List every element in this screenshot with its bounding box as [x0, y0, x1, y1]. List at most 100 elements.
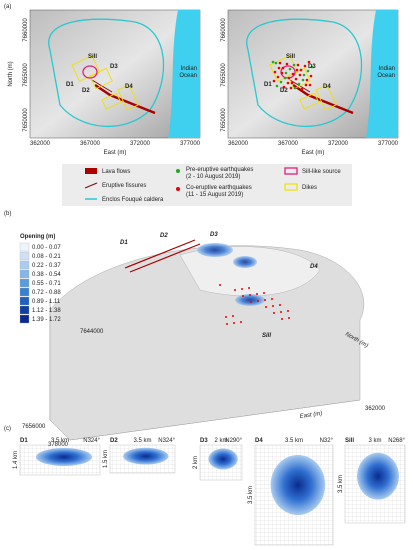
earthquake — [295, 68, 299, 72]
opening-distribution — [36, 448, 92, 466]
earthquake-3d — [249, 294, 251, 296]
ocean-label: Indian — [379, 66, 395, 72]
legend-box — [62, 164, 352, 206]
y-tick-label: 7650000 — [23, 108, 29, 132]
earthquake — [301, 78, 305, 82]
x-tick-label: 377000 — [180, 141, 201, 147]
dike — [117, 84, 139, 111]
legend-pre-eq — [176, 169, 180, 173]
opening-distribution — [208, 448, 238, 470]
legend-lava — [85, 168, 97, 174]
earthquake — [302, 73, 306, 77]
strike-label: N268° — [388, 438, 405, 444]
earthquake-3d — [257, 300, 259, 302]
earthquake — [290, 81, 294, 85]
earthquake — [289, 86, 293, 90]
y-axis-label: North (m) — [8, 61, 14, 86]
dike — [299, 92, 320, 110]
x-axis-label: East (m) — [302, 150, 325, 156]
y-tick-label: 7660000 — [23, 18, 29, 42]
earthquake-3d — [225, 316, 227, 318]
corner-label: 7656000 — [22, 424, 46, 430]
earthquake — [307, 60, 311, 64]
strike-label: N324° — [158, 438, 175, 444]
earthquake — [284, 71, 288, 75]
width-label: 3.5 km — [248, 486, 254, 504]
earthquake — [283, 76, 287, 80]
legend-dikes — [284, 183, 298, 191]
map-label: Sill — [286, 54, 295, 60]
dike — [315, 84, 337, 111]
length-label: 3 km — [368, 438, 381, 444]
map-label: D1 — [66, 82, 74, 88]
x-tick-label: 377000 — [378, 141, 399, 147]
opening-patch — [197, 243, 233, 257]
strike-label: N290° — [225, 438, 242, 444]
label: (2 - 10 August 2019) — [186, 174, 240, 180]
legend-swatch — [19, 269, 30, 279]
earthquake-3d — [288, 317, 290, 319]
earthquake — [287, 76, 291, 80]
dike-label: D1 — [120, 240, 128, 246]
panel-name: D1 — [20, 438, 28, 444]
earthquake — [298, 73, 302, 77]
earthquake — [279, 80, 283, 84]
opening-distribution — [123, 447, 169, 465]
earthquake-3d — [263, 292, 265, 294]
strike-label: N324° — [83, 438, 100, 444]
caldera — [48, 18, 165, 128]
corner-label: 7644000 — [80, 329, 104, 335]
ocean — [366, 10, 398, 138]
earthquake-3d — [280, 311, 282, 313]
earthquake-3d — [271, 298, 273, 300]
legend-swatch — [19, 305, 30, 315]
panel-name: D4 — [255, 438, 263, 444]
map-label: D4 — [125, 84, 133, 90]
earthquake-3d — [219, 284, 221, 286]
length-label: 2 km — [214, 438, 227, 444]
earthquake — [292, 63, 296, 67]
axis-label: East (m) — [299, 411, 322, 420]
legend-range: 0.72 - 0.88 — [32, 290, 61, 296]
earthquake — [274, 61, 278, 65]
y-tick-label: 7655000 — [23, 63, 29, 87]
strike-label: N32° — [320, 438, 334, 444]
legend-range: 0.00 - 0.07 — [32, 245, 61, 251]
earthquake-3d — [248, 287, 250, 289]
label: (a) — [4, 4, 11, 10]
legend-fissure — [84, 182, 98, 189]
map-label: D1 — [264, 82, 272, 88]
sill-label: Sill — [262, 333, 271, 339]
x-tick-label: 372000 — [328, 141, 349, 147]
earthquake — [293, 86, 297, 90]
legend-swatch — [19, 242, 30, 252]
y-tick-label: 7660000 — [221, 18, 227, 42]
label: (11 - 15 August 2019) — [186, 192, 243, 198]
y-tick-label: 7650000 — [221, 108, 227, 132]
opening-patch — [235, 294, 265, 306]
earthquake — [306, 69, 310, 73]
earthquake — [278, 61, 282, 65]
map-label: Sill — [88, 54, 97, 60]
opening-distribution — [357, 452, 399, 500]
earthquake — [309, 74, 313, 78]
width-label: 3.5 km — [338, 475, 344, 493]
earthquake — [272, 79, 276, 83]
map-label: D3 — [110, 64, 118, 70]
width-label: 2 km — [193, 456, 199, 469]
legend-swatch — [19, 278, 30, 288]
earthquake-3d — [232, 315, 234, 317]
earthquake — [310, 65, 314, 69]
length-label: 3.5 km — [133, 438, 151, 444]
earthquake — [271, 60, 275, 64]
earthquake-3d — [240, 321, 242, 323]
legend-swatch — [19, 296, 30, 306]
legend-range: 1.12 - 1.38 — [32, 308, 61, 314]
earthquake-3d — [242, 295, 244, 297]
legend-range: 1.39 - 1.72 — [32, 317, 61, 323]
sill-source — [82, 65, 98, 79]
earthquake — [275, 84, 279, 88]
legend-range: 0.38 - 0.54 — [32, 272, 61, 278]
panel-name: D2 — [110, 438, 118, 444]
